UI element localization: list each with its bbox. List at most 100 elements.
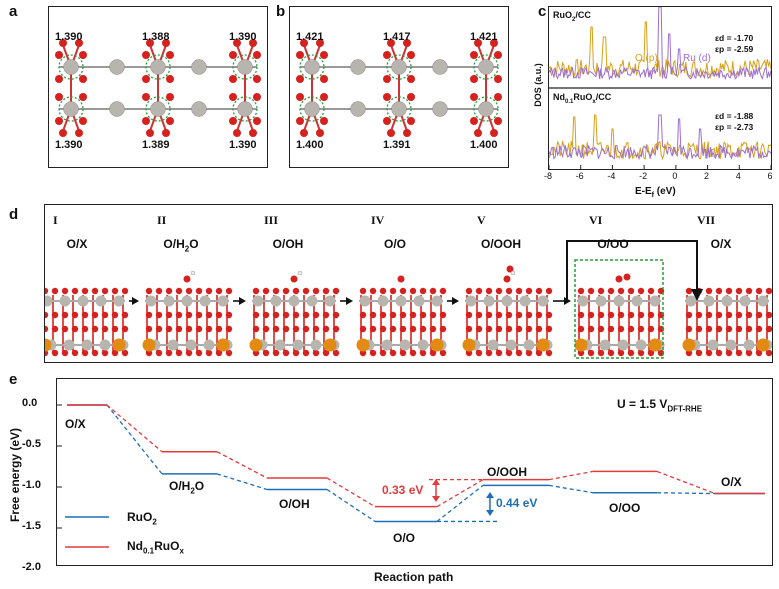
o-atom [715, 349, 723, 357]
o-atom [61, 311, 69, 319]
o-atom [75, 39, 83, 47]
o-atom [745, 311, 753, 319]
o-atom [535, 287, 543, 295]
ru-atom [350, 101, 366, 117]
o-atom [379, 311, 387, 319]
o-atom [55, 93, 63, 101]
o-atom [282, 287, 290, 295]
o-atom [637, 287, 645, 295]
o-atom [627, 287, 635, 295]
step-number: III [264, 213, 279, 227]
o-atom [495, 311, 503, 319]
o-atom [577, 325, 585, 333]
o-atom [494, 93, 502, 101]
o-atom [577, 287, 585, 295]
o-atom [475, 287, 483, 295]
nd-atom [756, 338, 770, 352]
step-state-label: O/X [710, 237, 732, 251]
o-atom [383, 75, 391, 83]
o-atom [470, 117, 478, 125]
highlight-circle [473, 96, 499, 122]
ru-atom [167, 339, 179, 351]
dos-bot-o-p-curve [548, 114, 772, 161]
o-atom [495, 349, 503, 357]
o-atom [439, 325, 447, 333]
dos-xtick-label: -4 [607, 171, 616, 181]
o-atom [292, 311, 300, 319]
o-atom [162, 129, 170, 137]
o-atom [81, 311, 89, 319]
adsorbate-o-atom [290, 275, 298, 283]
o-atom [429, 325, 437, 333]
o-atom [490, 39, 498, 47]
o-atom [175, 325, 183, 333]
step-arrowhead [452, 297, 459, 305]
o-atom [545, 349, 553, 357]
ru-atom [577, 295, 589, 307]
o-atom [545, 311, 553, 319]
highlight-circle [145, 54, 171, 80]
energy-state-label: O/OH [279, 497, 310, 511]
ru-atom [324, 295, 336, 307]
highlight-box [574, 259, 664, 359]
o-atom [755, 325, 763, 333]
dos-xtick-label: 0 [672, 171, 678, 181]
o-atom [587, 325, 595, 333]
ru-atom [59, 295, 71, 307]
ru-atom [478, 101, 494, 117]
o-atom [465, 287, 473, 295]
ru-atom [465, 295, 477, 307]
o-atom [745, 325, 753, 333]
o-atom [155, 287, 163, 295]
ru-atom [109, 101, 125, 117]
ru-atom [617, 339, 629, 351]
o-atom [71, 349, 79, 357]
o-atom [755, 287, 763, 295]
o-atom [485, 349, 493, 357]
o-atom [475, 349, 483, 357]
o-atom [253, 75, 261, 83]
ru-atom [292, 339, 304, 351]
o-atom [419, 325, 427, 333]
energy-ytick-label: 0.0 [22, 397, 38, 409]
o-atom [515, 325, 523, 333]
panel-c-dos-plot [548, 6, 772, 169]
o-atom [607, 287, 615, 295]
o-atom [145, 287, 153, 295]
o-atom [647, 349, 655, 357]
highlight-circle [232, 96, 258, 122]
o-atom [253, 51, 261, 59]
o-atom [51, 311, 59, 319]
o-atom [111, 349, 119, 357]
energy-connector-ndruox [326, 477, 376, 508]
o-atom [81, 325, 89, 333]
ru-atom [501, 295, 513, 307]
ru-atom [725, 339, 737, 351]
o-atom [205, 349, 213, 357]
o-atom [225, 325, 233, 333]
ru-atom [377, 295, 389, 307]
o-atom [75, 129, 83, 137]
energy-ytick-label: -2.0 [22, 561, 41, 573]
o-atom [142, 51, 150, 59]
o-atom [725, 311, 733, 319]
nd-atom [462, 338, 476, 352]
energy-ytick-label: -1.0 [22, 479, 41, 491]
energy-state-label: O/X [721, 475, 742, 489]
nd-atom [536, 338, 550, 352]
ru-atom [707, 339, 719, 351]
panel-c-letter: c [538, 3, 547, 20]
o-atom [470, 51, 478, 59]
o-atom [383, 117, 391, 125]
o-atom [272, 349, 280, 357]
o-atom [745, 349, 753, 357]
panel-d-letter: d [9, 206, 19, 223]
o-atom [597, 287, 605, 295]
o-atom [215, 311, 223, 319]
o-atom [165, 311, 173, 319]
bond-length-label: 1.389 [142, 139, 170, 151]
catalyst-slab [249, 270, 340, 357]
o-atom [755, 311, 763, 319]
o-atom [383, 93, 391, 101]
ru-atom [288, 295, 300, 307]
